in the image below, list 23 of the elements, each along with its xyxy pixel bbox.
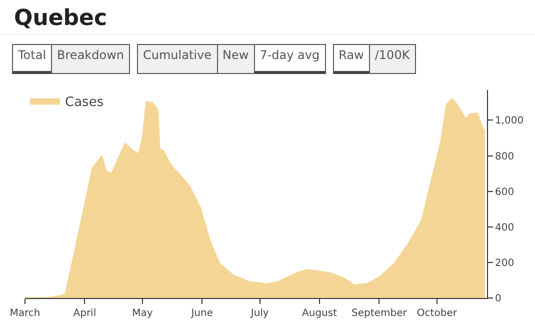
y-tick-label: 0 [495, 294, 502, 304]
y-tick-label: 600 [495, 186, 514, 198]
x-tick-label: September [352, 308, 408, 319]
text: /100K [368, 44, 416, 74]
x-tick-label: October [416, 308, 458, 319]
x-tick-label: May [132, 308, 153, 319]
x-tick-label: June [190, 308, 213, 319]
text: Raw [332, 44, 370, 74]
chart-title: Quebec [0, 0, 535, 35]
y-tick-label: 800 [495, 151, 514, 162]
x-tick-label: August [302, 308, 338, 319]
text: Cumulative [137, 44, 218, 74]
text: 7-day avg [254, 44, 326, 74]
y-tick-label: 400 [495, 222, 514, 234]
y-tick-label: 1,000 [495, 116, 524, 127]
text: Breakdown [51, 44, 130, 74]
text: New [216, 44, 255, 74]
legend-label: Cases [65, 94, 104, 110]
x-tick-label: July [250, 308, 269, 319]
text: Total [12, 44, 52, 74]
y-tick-label: 200 [495, 258, 514, 269]
x-tick-label: April [73, 308, 96, 319]
x-tick-label: March [10, 308, 40, 319]
